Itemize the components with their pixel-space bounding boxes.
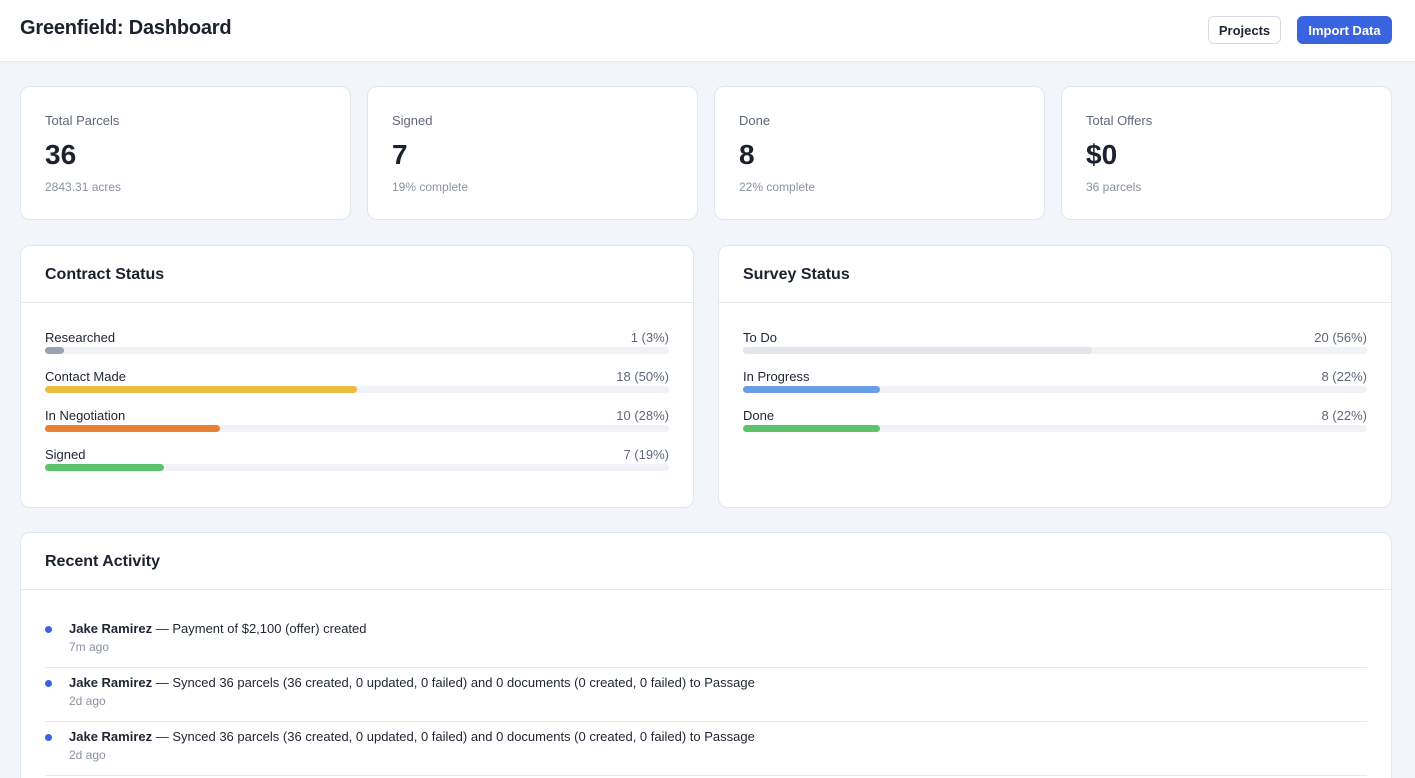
activity-user: Jake Ramirez xyxy=(69,729,153,744)
divider xyxy=(21,302,693,303)
recent-activity-panel: Recent Activity Jake Ramirez — Payment o… xyxy=(20,532,1392,778)
page-title: Greenfield: Dashboard xyxy=(20,17,232,39)
status-label: Done xyxy=(743,408,775,423)
activity-item: Jake Ramirez — Synced 36 parcels (36 cre… xyxy=(45,668,1367,722)
contract-status-panel: Contract Status Researched 1 (3%) Contac… xyxy=(20,245,694,508)
stat-value: 7 xyxy=(392,139,408,170)
progress-track xyxy=(45,386,669,393)
stat-value: 8 xyxy=(739,139,755,170)
panel-title: Survey Status xyxy=(743,266,850,283)
progress-fill xyxy=(45,347,64,354)
progress-track xyxy=(743,386,1367,393)
stat-label: Signed xyxy=(392,113,433,128)
survey-status-panel: Survey Status To Do 20 (56%) In Progress… xyxy=(718,245,1392,508)
progress-track xyxy=(743,347,1367,354)
stat-subtext: 36 parcels xyxy=(1086,180,1142,194)
progress-track xyxy=(45,347,669,354)
stat-subtext: 22% complete xyxy=(739,180,816,194)
status-count: 20 (56%) xyxy=(1314,330,1367,345)
status-count: 7 (19%) xyxy=(623,447,669,462)
divider xyxy=(719,302,1391,303)
import-data-button[interactable]: Import Data xyxy=(1297,16,1392,44)
status-label: In Negotiation xyxy=(45,408,126,423)
stat-value: 36 xyxy=(45,139,77,170)
status-count: 18 (50%) xyxy=(616,369,669,384)
activity-text: Jake Ramirez — Synced 36 parcels (36 cre… xyxy=(69,729,755,744)
activity-timestamp: 7m ago xyxy=(69,640,110,654)
progress-fill xyxy=(743,425,881,432)
stat-card-total-offers: Total Offers $0 36 parcels xyxy=(1061,86,1392,220)
panel-title: Recent Activity xyxy=(45,553,160,570)
activity-description: — Synced 36 parcels (36 created, 0 updat… xyxy=(152,729,755,744)
progress-track xyxy=(743,425,1367,432)
stat-card-done: Done 8 22% complete xyxy=(714,86,1045,220)
progress-fill xyxy=(743,386,881,393)
bullet-dot-icon xyxy=(45,734,52,741)
stat-label: Total Offers xyxy=(1086,113,1153,128)
progress-fill xyxy=(45,386,357,393)
activity-description: — Synced 36 parcels (36 created, 0 updat… xyxy=(152,675,755,690)
survey-row-in-progress: In Progress 8 (22%) xyxy=(743,369,1367,399)
status-count: 1 (3%) xyxy=(630,330,669,345)
status-row-researched: Researched 1 (3%) xyxy=(45,330,669,360)
progress-fill xyxy=(45,425,220,432)
status-row-signed: Signed 7 (19%) xyxy=(45,447,669,477)
progress-fill xyxy=(45,464,164,471)
status-row-in-negotiation: In Negotiation 10 (28%) xyxy=(45,408,669,438)
divider xyxy=(21,589,1391,590)
activity-item: Jake Ramirez — Synced 36 parcels (36 cre… xyxy=(45,722,1367,776)
survey-row-done: Done 8 (22%) xyxy=(743,408,1367,438)
activity-timestamp: 2d ago xyxy=(69,748,106,762)
stat-label: Total Parcels xyxy=(45,113,120,128)
top-bar: Greenfield: Dashboard Projects Import Da… xyxy=(0,0,1415,62)
stat-value: $0 xyxy=(1086,139,1118,170)
activity-timestamp: 2d ago xyxy=(69,694,106,708)
activity-description: — Payment of $2,100 (offer) created xyxy=(152,621,367,636)
status-row-contact-made: Contact Made 18 (50%) xyxy=(45,369,669,399)
status-count: 10 (28%) xyxy=(616,408,669,423)
activity-item: Jake Ramirez — Payment of $2,100 (offer)… xyxy=(45,614,1367,668)
activity-user: Jake Ramirez xyxy=(69,621,153,636)
bullet-dot-icon xyxy=(45,626,52,633)
activity-user: Jake Ramirez xyxy=(69,675,153,690)
status-label: Researched xyxy=(45,330,116,345)
panel-title: Contract Status xyxy=(45,266,165,283)
status-label: Contact Made xyxy=(45,369,126,384)
survey-row-to-do: To Do 20 (56%) xyxy=(743,330,1367,360)
projects-button[interactable]: Projects xyxy=(1208,16,1281,44)
stat-label: Done xyxy=(739,113,771,128)
stat-subtext: 19% complete xyxy=(392,180,469,194)
progress-fill xyxy=(743,347,1093,354)
status-count: 8 (22%) xyxy=(1321,369,1367,384)
status-count: 8 (22%) xyxy=(1321,408,1367,423)
activity-text: Jake Ramirez — Payment of $2,100 (offer)… xyxy=(69,621,367,636)
progress-track xyxy=(45,425,669,432)
stat-subtext: 2843.31 acres xyxy=(45,180,122,194)
stat-card-total-parcels: Total Parcels 36 2843.31 acres xyxy=(20,86,351,220)
status-label: To Do xyxy=(743,330,777,345)
status-label: In Progress xyxy=(743,369,810,384)
status-label: Signed xyxy=(45,447,86,462)
activity-text: Jake Ramirez — Synced 36 parcels (36 cre… xyxy=(69,675,755,690)
stat-card-signed: Signed 7 19% complete xyxy=(367,86,698,220)
bullet-dot-icon xyxy=(45,680,52,687)
progress-track xyxy=(45,464,669,471)
